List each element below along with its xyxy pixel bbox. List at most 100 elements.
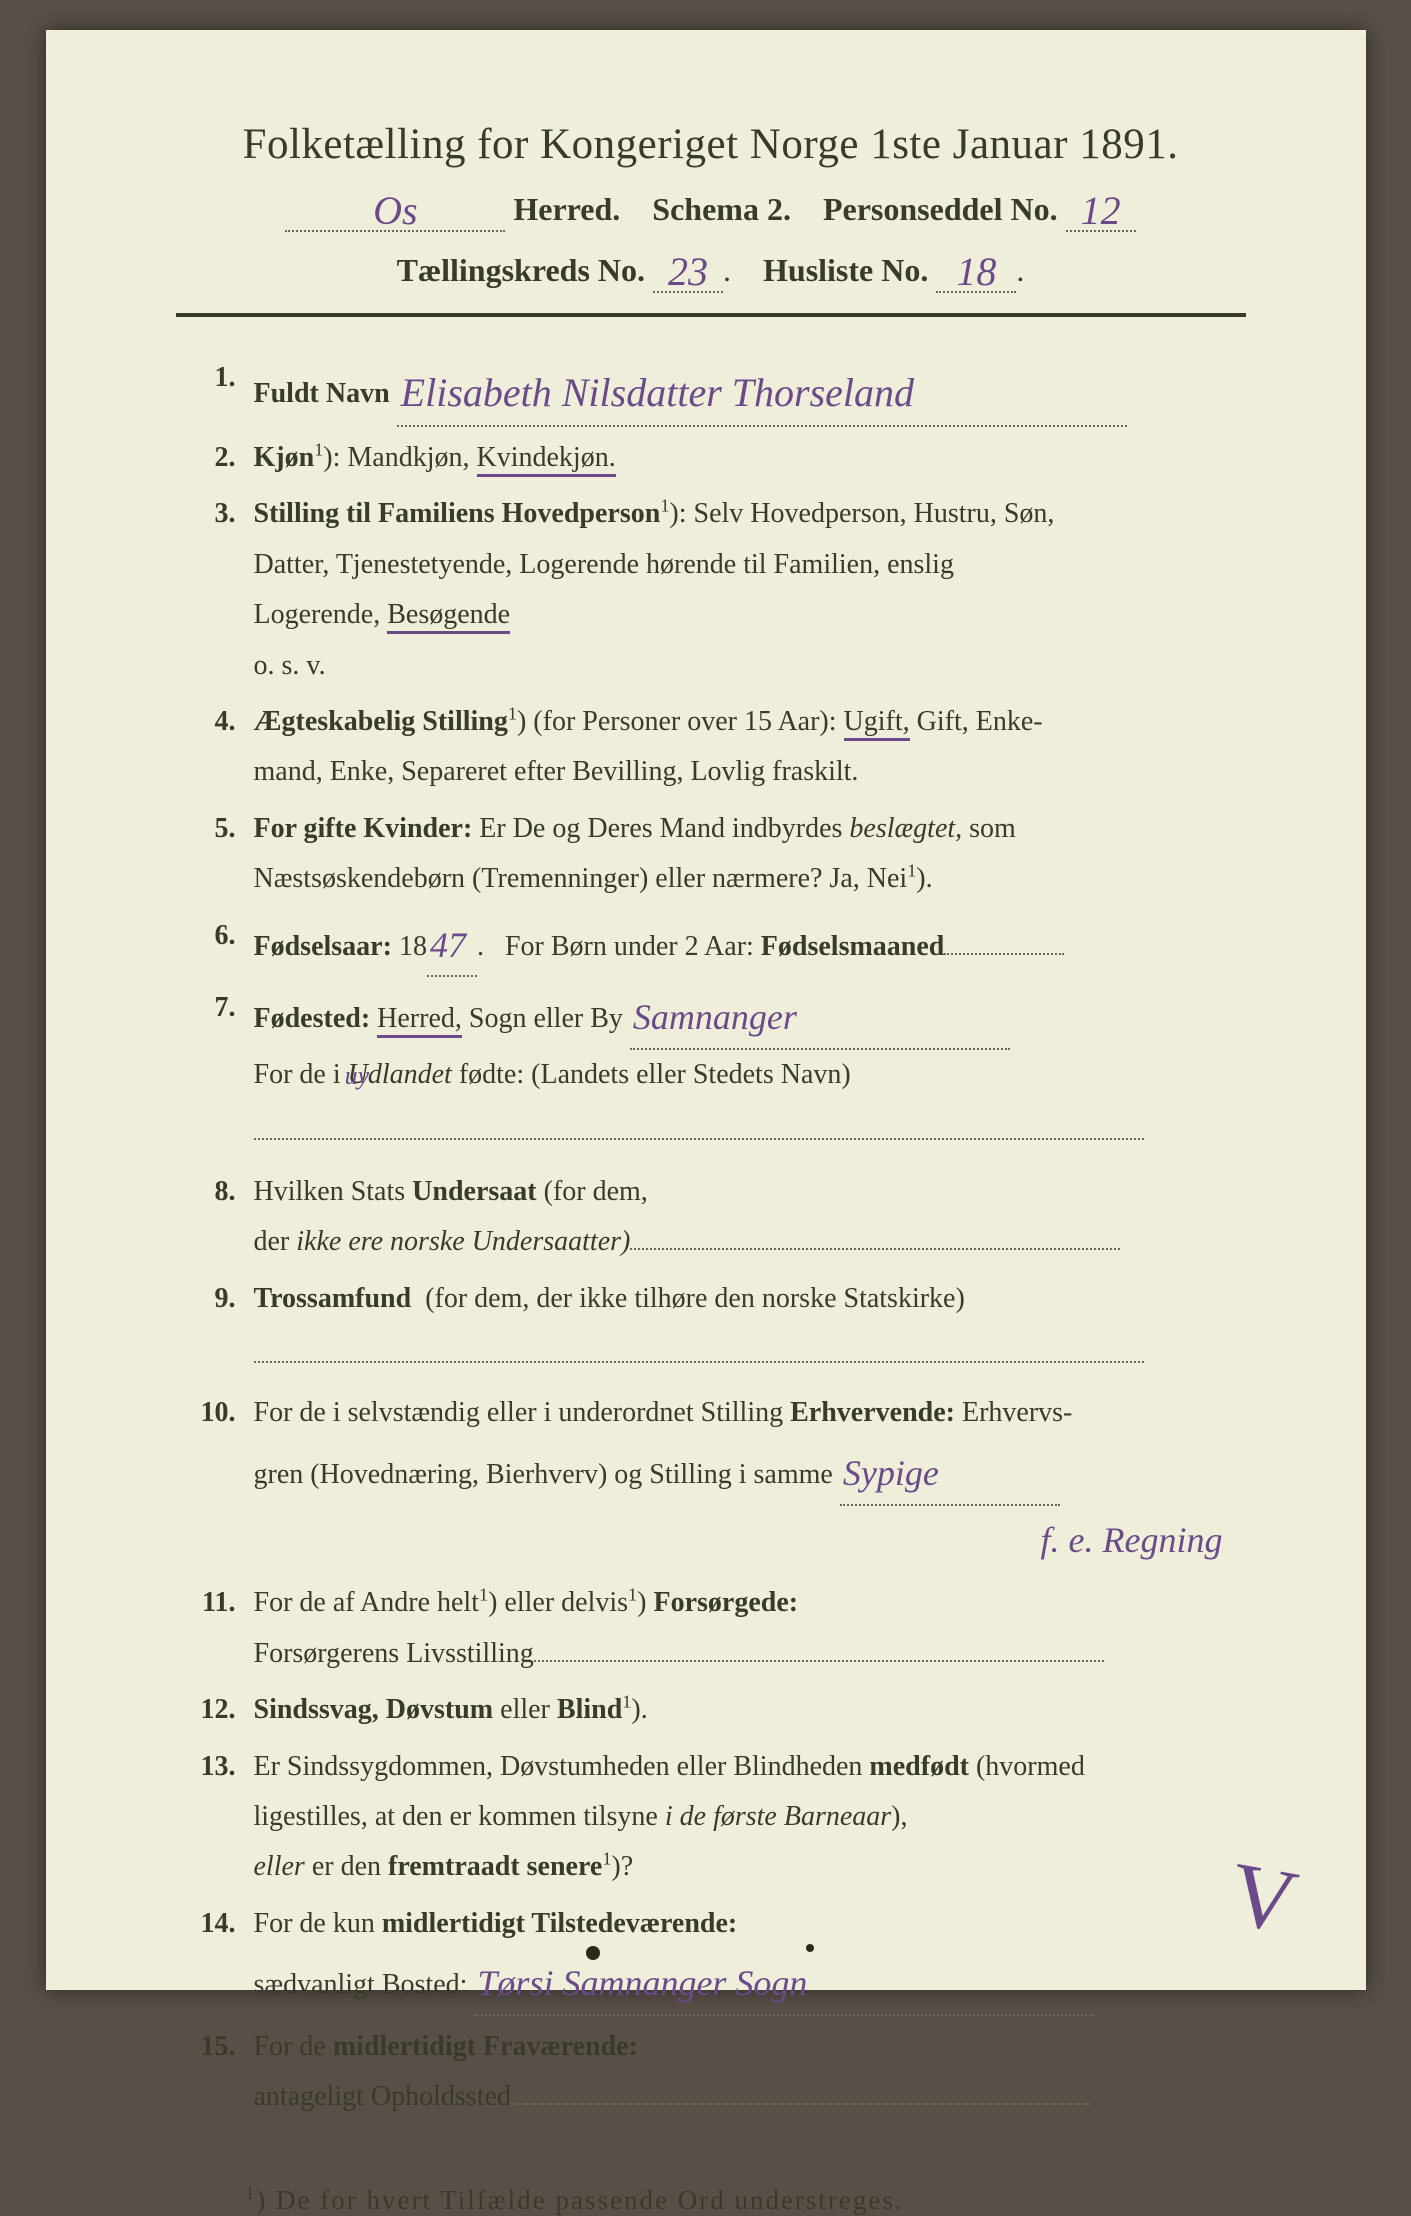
q5-text1e: som	[969, 813, 1016, 844]
q11-line2: Forsørgerens Livsstilling	[254, 1638, 534, 1669]
q6-label2: Fødselsmaaned	[761, 931, 945, 962]
q11-label: Forsørgede:	[653, 1587, 798, 1618]
q4-label: Ægteskabelig Stilling	[254, 706, 508, 737]
q8-label: Undersaat	[412, 1176, 536, 1207]
q13-row: 13. Er Sindssygdommen, Døvstumheden elle…	[176, 1742, 1246, 1893]
q12-text: eller	[500, 1694, 550, 1725]
q7-line2a: For de i	[254, 1059, 341, 1090]
q5-line2: Næstsøskendebørn (Tremenninger) eller næ…	[254, 863, 908, 894]
q8-line2: der	[254, 1226, 290, 1257]
q7-label: Fødested:	[254, 1003, 371, 1034]
footnote: 1) De for hvert Tilfælde passende Ord un…	[246, 2183, 1246, 2216]
q7-line2c: fødte: (Landets eller Stedets Navn)	[459, 1059, 851, 1090]
q3-num: 3.	[176, 489, 254, 691]
q4-opt1: Ugift,	[844, 706, 910, 741]
q13-line3a: eller	[254, 1851, 305, 1882]
ink-spot	[806, 1944, 814, 1952]
q3-opts-d: o. s. v.	[254, 650, 326, 681]
q14-line2: sædvanligt Bosted:	[254, 1969, 468, 2000]
q4-row: 4. Ægteskabelig Stilling1) (for Personer…	[176, 697, 1246, 798]
q9-num: 9.	[176, 1274, 254, 1324]
q10-text1: For de i selvstændig eller i underordnet…	[254, 1397, 784, 1428]
q7-annot: uy	[342, 1053, 373, 1100]
form-body: 1. Fuldt Navn Elisabeth Nilsdatter Thors…	[176, 353, 1246, 2123]
q7-row: 7. Fødested: Herred, Sogn eller By Samna…	[176, 983, 1246, 1100]
q14-num: 14.	[176, 1899, 254, 2016]
q4-paren: (for Personer over 15 Aar):	[533, 706, 836, 737]
census-form-page: Folketælling for Kongeriget Norge 1ste J…	[46, 30, 1366, 1990]
q13-line3b: er den	[312, 1851, 381, 1882]
q12-row: 12. Sindssvag, Døvstum eller Blind1).	[176, 1685, 1246, 1735]
q13-label: medfødt	[869, 1751, 969, 1782]
q8-text2: (for dem,	[544, 1176, 648, 1207]
q2-opt1: Mandkjøn,	[347, 442, 469, 473]
q13-line3d: ?	[621, 1851, 633, 1882]
header-line-1: Os Herred. Schema 2. Personseddel No. 12	[176, 183, 1246, 232]
person-label: Personseddel No.	[823, 191, 1058, 227]
q11-text2: eller delvis	[504, 1587, 628, 1618]
footnote-sup: 1	[246, 2183, 257, 2203]
schema-label: Schema 2.	[652, 191, 791, 227]
q8-text1: Hvilken Stats	[254, 1176, 406, 1207]
q14-text: For de kun	[254, 1908, 375, 1939]
q9-label: Trossamfund	[254, 1283, 412, 1314]
q5-row: 5. For gifte Kvinder: Er De og Deres Man…	[176, 804, 1246, 905]
q10-value: Sypige	[840, 1453, 942, 1493]
q6-year-value: 47	[427, 925, 469, 965]
q5-num: 5.	[176, 804, 254, 905]
q3-opts-c2: Besøgende	[387, 599, 510, 634]
q8-line2i: ikke ere norske Undersaatter)	[296, 1226, 630, 1257]
q3-opts-c1: Logerende,	[254, 599, 381, 630]
q7-num: 7.	[176, 983, 254, 1100]
q3-opts-a: Selv Hovedperson, Hustru, Søn,	[694, 498, 1055, 529]
q1-value: Elisabeth Nilsdatter Thorseland	[397, 370, 918, 415]
q9-row: 9. Trossamfund (for dem, der ikke tilhør…	[176, 1274, 1246, 1324]
q6-label: Fødselsaar:	[254, 931, 392, 962]
page-title: Folketælling for Kongeriget Norge 1ste J…	[176, 120, 1246, 169]
footnote-text: ) De for hvert Tilfælde passende Ord und…	[256, 2185, 903, 2215]
q11-text1: For de af Andre helt	[254, 1587, 480, 1618]
q15-text: For de	[254, 2031, 326, 2062]
q9-text: (for dem, der ikke tilhøre den norske St…	[425, 1283, 965, 1314]
q3-opts-b: Datter, Tjenestetyende, Logerende hørend…	[254, 549, 954, 580]
q13-line2a: ligestilles, at den er kommen tilsyne	[254, 1801, 658, 1832]
q5-end: ).	[916, 863, 932, 894]
q15-row: 15. For de midlertidigt Fraværende: anta…	[176, 2022, 1246, 2123]
q6-year-prefix: 18	[399, 931, 427, 962]
person-value: 12	[1077, 188, 1125, 233]
kreds-label: Tællingskreds No.	[397, 252, 645, 288]
q4-line2: mand, Enke, Separeret efter Bevilling, L…	[254, 756, 859, 787]
q13-line3c: fremtraadt senere	[388, 1851, 602, 1882]
q10-value2: f. e. Regning	[1038, 1520, 1226, 1560]
q4-num: 4.	[176, 697, 254, 798]
q2-num: 2.	[176, 433, 254, 483]
q5-text1: Er De og Deres Mand indbyrdes	[479, 813, 842, 844]
q14-row: 14. For de kun midlertidigt Tilstedevære…	[176, 1899, 1246, 2016]
q10-text2: Erhvervs-	[962, 1397, 1072, 1428]
q7-value: Samnanger	[630, 997, 800, 1037]
q12-label: Sindssvag, Døvstum	[254, 1694, 494, 1725]
q7-opt1: Herred,	[377, 1003, 462, 1038]
q13-line2b: i de første Barneaar	[665, 1801, 891, 1832]
q6-num: 6.	[176, 911, 254, 978]
q13-text1: Er Sindssygdommen, Døvstumheden eller Bl…	[254, 1751, 863, 1782]
q3-label: Stilling til Familiens Hovedperson	[254, 498, 661, 529]
q6-mid: For Børn under 2 Aar:	[505, 931, 754, 962]
q8-num: 8.	[176, 1167, 254, 1268]
q14-value: Tørsi Samnanger Sogn	[474, 1963, 810, 2003]
q10-num: 10.	[176, 1388, 254, 1570]
q12-label2: Blind	[557, 1694, 622, 1725]
q1-label: Fuldt Navn	[254, 378, 390, 409]
q1-row: 1. Fuldt Navn Elisabeth Nilsdatter Thors…	[176, 353, 1246, 427]
q12-end: ).	[631, 1694, 647, 1725]
husliste-label: Husliste No.	[763, 252, 928, 288]
q2-opt2: Kvindekjøn.	[477, 442, 616, 477]
q3-row: 3. Stilling til Familiens Hovedperson1):…	[176, 489, 1246, 691]
q10-row: 10. For de i selvstændig eller i underor…	[176, 1388, 1246, 1570]
q11-num: 11.	[176, 1578, 254, 1679]
q14-label: midlertidigt Tilstedeværende:	[382, 1908, 737, 1939]
header-line-2: Tællingskreds No. 23. Husliste No. 18.	[176, 244, 1246, 293]
q1-num: 1.	[176, 353, 254, 427]
q2-label: Kjøn	[254, 442, 315, 473]
q11-row: 11. For de af Andre helt1) eller delvis1…	[176, 1578, 1246, 1679]
